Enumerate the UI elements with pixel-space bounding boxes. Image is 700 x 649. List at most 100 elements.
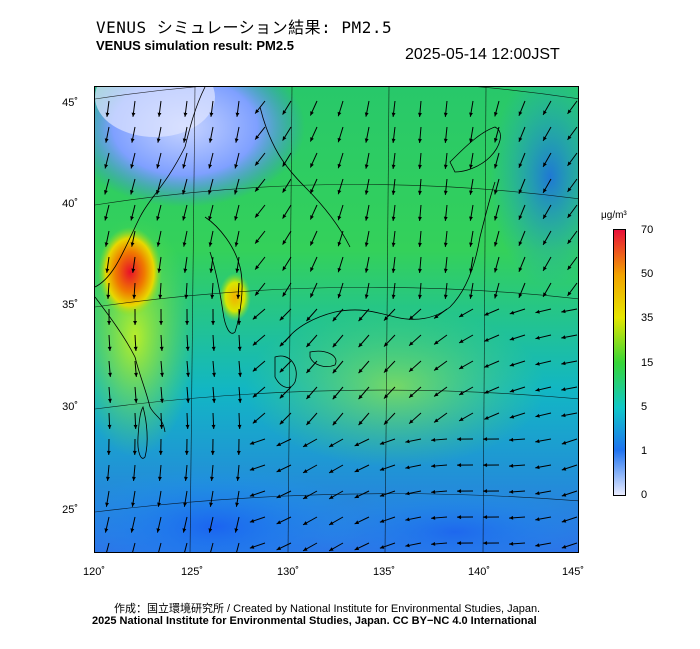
wind-arrow-head bbox=[209, 476, 214, 481]
wind-arrow-shaft bbox=[132, 542, 136, 552]
wind-arrow-head bbox=[211, 346, 216, 351]
wind-arrow-head bbox=[182, 528, 187, 533]
wind-arrow-head bbox=[249, 441, 255, 445]
wind-arrow-head bbox=[518, 111, 523, 116]
wind-arrow-head bbox=[252, 367, 258, 372]
wind-arrow-head bbox=[535, 309, 540, 314]
wind-arrow-head bbox=[418, 294, 422, 299]
lat-label-45: 45˚ bbox=[62, 97, 78, 109]
wind-arrow-head bbox=[431, 438, 436, 442]
wind-arrow-head bbox=[567, 213, 572, 218]
wind-arrow-head bbox=[509, 541, 514, 546]
wind-arrow-head bbox=[279, 420, 285, 425]
wind-arrow-head bbox=[329, 521, 334, 525]
wind-arrow-head bbox=[443, 294, 448, 299]
wind-arrow-shaft bbox=[210, 542, 214, 552]
wind-arrow-head bbox=[518, 293, 523, 298]
wind-arrow-head bbox=[183, 112, 188, 117]
wind-arrow-head bbox=[276, 494, 282, 498]
kyushu-coast bbox=[274, 355, 297, 388]
wind-arrow-head bbox=[105, 112, 110, 117]
wind-arrow-head bbox=[409, 419, 414, 424]
wind-arrow-head bbox=[332, 420, 337, 426]
longitude-line-140 bbox=[482, 87, 487, 552]
wind-arrow-head bbox=[209, 268, 214, 273]
wind-arrow-head bbox=[493, 242, 498, 247]
wind-arrow-head bbox=[409, 393, 414, 398]
wind-arrow-head bbox=[561, 544, 567, 549]
wind-arrow-head bbox=[354, 468, 360, 472]
china-east-coastline bbox=[95, 296, 166, 433]
wind-arrow-head bbox=[443, 138, 448, 143]
wind-arrow-head bbox=[160, 372, 164, 377]
wind-arrow-head bbox=[337, 241, 342, 247]
colorbar-tick-0: 0 bbox=[641, 489, 648, 501]
wind-arrow-head bbox=[405, 491, 410, 496]
wind-arrow-head bbox=[391, 138, 396, 143]
japan-honshu-coast bbox=[284, 181, 496, 343]
wind-arrow-head bbox=[509, 336, 515, 341]
wind-arrow-head bbox=[107, 320, 112, 325]
wind-arrow-head bbox=[329, 495, 334, 499]
wind-arrow-head bbox=[469, 112, 473, 117]
wind-arrow-head bbox=[134, 372, 138, 377]
wind-vector-field bbox=[104, 100, 578, 552]
wind-arrow-head bbox=[409, 315, 414, 320]
wind-arrow-head bbox=[234, 528, 239, 533]
wind-arrow-head bbox=[443, 242, 448, 247]
wind-arrow-head bbox=[535, 413, 540, 418]
wind-arrow-head bbox=[483, 541, 488, 546]
colorbar-tick-70: 70 bbox=[641, 224, 654, 236]
wind-arrow-head bbox=[104, 190, 108, 195]
wind-arrow-head bbox=[561, 492, 567, 497]
wind-arrow-head bbox=[418, 138, 422, 143]
wind-arrow-head bbox=[255, 239, 260, 244]
wind-arrow-head bbox=[391, 216, 396, 221]
wind-arrow-head bbox=[337, 163, 342, 169]
wind-arrow-head bbox=[132, 450, 137, 455]
wind-arrow-head bbox=[509, 310, 515, 315]
wind-arrow-head bbox=[543, 110, 547, 115]
wind-arrow-head bbox=[484, 363, 489, 368]
wind-arrow-head bbox=[238, 398, 242, 403]
wind-arrow-head bbox=[234, 138, 239, 143]
wind-arrow-head bbox=[358, 368, 363, 374]
wind-arrow-head bbox=[306, 316, 311, 322]
wind-arrow-head bbox=[310, 163, 314, 168]
wind-arrow-head bbox=[337, 137, 342, 143]
wind-arrow-head bbox=[252, 393, 258, 398]
wind-arrow-head bbox=[107, 424, 112, 429]
wind-arrow-head bbox=[469, 164, 473, 169]
wind-arrow-head bbox=[391, 242, 396, 247]
wind-arrow-head bbox=[105, 476, 110, 481]
wind-arrow-head bbox=[252, 315, 258, 320]
wind-arrow-head bbox=[391, 190, 396, 195]
wind-arrow-head bbox=[409, 367, 414, 372]
wind-arrow-head bbox=[535, 439, 540, 444]
wind-arrow-head bbox=[184, 450, 189, 455]
wind-arrow-head bbox=[282, 188, 287, 193]
wind-arrow-head bbox=[235, 112, 240, 117]
wind-arrow-head bbox=[107, 346, 112, 351]
wind-arrow-head bbox=[493, 138, 498, 143]
wind-arrow-head bbox=[431, 490, 436, 494]
wind-arrow-shaft bbox=[236, 542, 240, 552]
wind-arrow-head bbox=[208, 528, 213, 533]
wind-arrow-head bbox=[337, 189, 342, 195]
wind-arrow-head bbox=[157, 112, 162, 117]
wind-arrow-head bbox=[543, 292, 547, 297]
wind-arrow-head bbox=[391, 268, 396, 273]
wind-arrow-head bbox=[303, 469, 308, 473]
wind-arrow-head bbox=[434, 418, 439, 423]
wind-arrow-head bbox=[159, 424, 164, 429]
wind-arrow-head bbox=[535, 335, 540, 340]
lon-label-135: 135˚ bbox=[372, 566, 396, 578]
colorbar-tick-5: 5 bbox=[641, 401, 648, 413]
wind-arrow-head bbox=[212, 398, 216, 403]
wind-arrow-head bbox=[208, 164, 213, 169]
wind-arrow-head bbox=[364, 138, 369, 143]
wind-arrow-head bbox=[483, 463, 488, 468]
wind-arrow-head bbox=[249, 467, 255, 471]
lon-label-120: 120˚ bbox=[82, 566, 106, 578]
wind-arrow-head bbox=[182, 138, 187, 143]
